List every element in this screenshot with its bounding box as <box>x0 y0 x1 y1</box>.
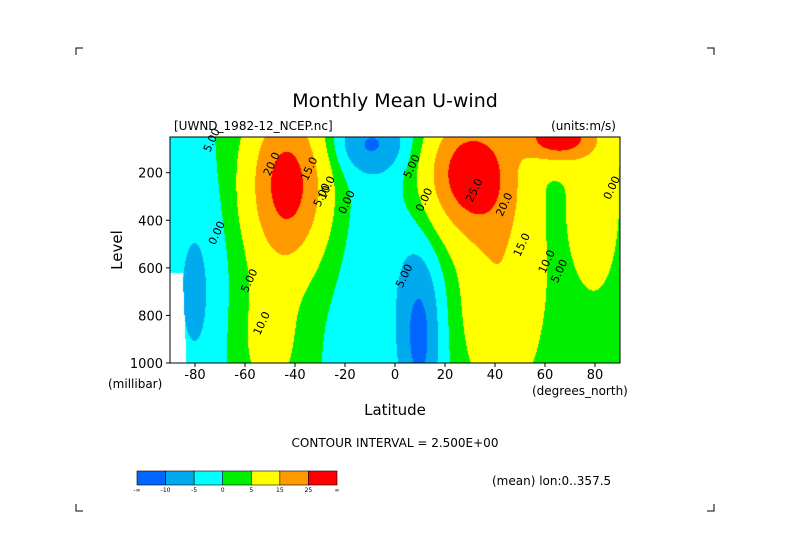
x-tick-label: 60 <box>537 368 554 383</box>
colorbar-tick-label: 0 <box>221 487 225 494</box>
x-tick-label: -40 <box>284 368 305 383</box>
colorbar-swatch <box>250 470 281 486</box>
colorbar-swatch <box>308 470 338 486</box>
colorbar-swatch <box>193 470 224 486</box>
y-tick-label: 800 <box>138 309 163 324</box>
colorbar-tick-label: -10 <box>161 487 171 494</box>
x-axis-label: Latitude <box>364 401 426 419</box>
x-tick-label: -80 <box>184 368 205 383</box>
mean-label: (mean) lon:0..357.5 <box>492 474 611 488</box>
y-units-label: (millibar) <box>108 377 162 391</box>
chart-title: Monthly Mean U-wind <box>292 90 498 112</box>
x-tick-label: 0 <box>391 368 399 383</box>
colorbar-swatch <box>279 470 309 486</box>
colorbar-tick-label: -∞ <box>133 487 140 494</box>
colorbar-tick-label: 5 <box>249 487 253 494</box>
colorbar-tick-label: ∞ <box>335 487 340 494</box>
corner-mark-bottom-left <box>75 504 83 512</box>
corner-mark-bottom-right <box>707 504 715 512</box>
contour-interval-label: CONTOUR INTERVAL = 2.500E+00 <box>292 436 499 450</box>
colorbar: -∞ -10 -5 0 5 15 25 ∞ <box>133 470 340 494</box>
colorbar-tick-label: -5 <box>191 487 197 494</box>
y-tick-label: 1000 <box>130 357 163 372</box>
dataset-label: [UWND_1982-12_NCEP.nc] <box>174 119 333 133</box>
y-axis-label: Level <box>108 230 126 270</box>
colorbar-swatch <box>222 470 252 486</box>
units-label: (units:m/s) <box>551 119 616 133</box>
y-axis-ticks: 200 400 600 800 1000 <box>130 167 170 372</box>
y-tick-label: 400 <box>138 214 163 229</box>
y-tick-label: 200 <box>138 167 163 182</box>
contour-fill <box>170 137 620 363</box>
x-tick-label: 20 <box>437 368 454 383</box>
colorbar-tick-label: 15 <box>276 487 284 494</box>
corner-mark-top-left <box>75 47 83 55</box>
x-tick-label: 80 <box>587 368 604 383</box>
colorbar-swatch <box>165 470 195 486</box>
corner-marks <box>75 47 715 512</box>
y-tick-label: 600 <box>138 262 163 277</box>
x-tick-label: -20 <box>334 368 355 383</box>
x-tick-label: 40 <box>487 368 504 383</box>
colorbar-swatch <box>136 470 166 486</box>
colorbar-tick-label: 25 <box>305 487 313 494</box>
x-axis-ticks: -80 -60 -40 -20 0 20 40 60 80 <box>184 363 603 383</box>
x-tick-label: -60 <box>234 368 255 383</box>
x-units-label: (degrees_north) <box>532 384 628 398</box>
corner-mark-top-right <box>707 47 715 55</box>
